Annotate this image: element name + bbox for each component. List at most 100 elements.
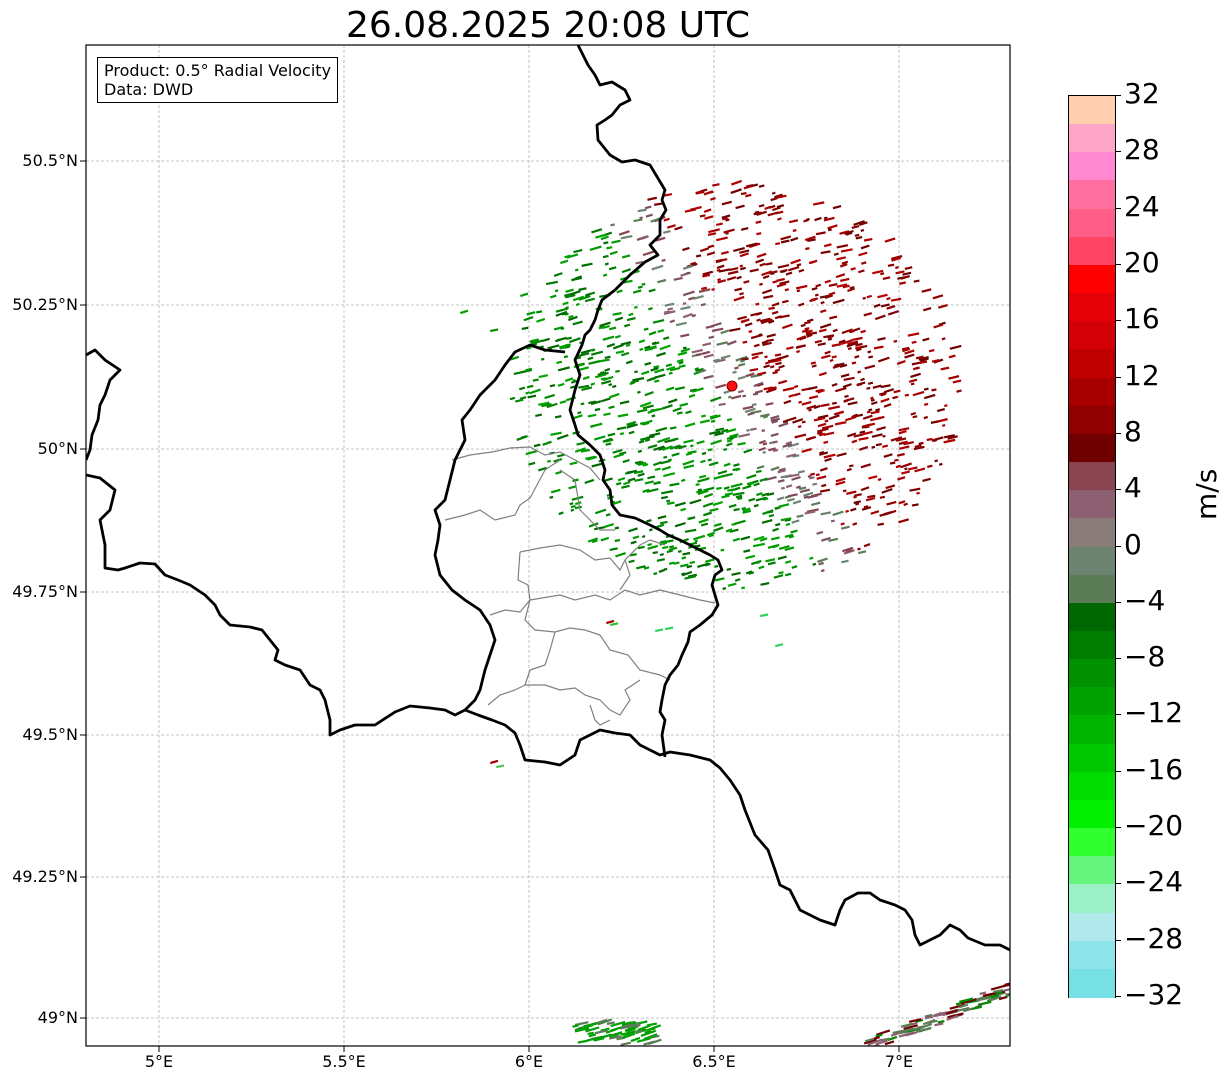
echo-cell: [872, 269, 884, 275]
echo-cell: [724, 492, 733, 496]
colorbar-tick: [1115, 263, 1121, 265]
echo-cell: [924, 402, 929, 406]
echo-cell: [580, 349, 591, 355]
echo-cell: [860, 329, 867, 334]
echo-cell: [779, 545, 790, 551]
colorbar-segment: [1069, 208, 1115, 238]
echo-cell: [828, 405, 841, 410]
colorbar-tick: [1115, 432, 1121, 434]
echo-cell: [803, 495, 810, 499]
echo-cell: [635, 1029, 643, 1034]
colorbar-segment: [1069, 236, 1115, 266]
echo-cell: [732, 370, 737, 374]
echo-cell: [956, 389, 962, 393]
echo-cell: [866, 386, 871, 390]
echo-cell: [590, 382, 596, 386]
echo-cell: [943, 434, 955, 439]
echo-cell: [866, 294, 873, 299]
echo-cell: [709, 430, 721, 435]
echo-cell: [699, 474, 707, 479]
echo-cell: [887, 310, 900, 316]
echo-cell: [774, 193, 783, 199]
echo-cell: [739, 264, 744, 268]
echo-cell: [836, 283, 848, 288]
echo-cell: [621, 1021, 632, 1027]
echo-cell: [820, 569, 825, 573]
echo-cell: [945, 1008, 960, 1015]
echo-cell: [840, 248, 853, 253]
echo-cell: [667, 307, 674, 311]
echo-cell: [712, 501, 724, 507]
echo-cell: [759, 477, 768, 482]
echo-cell: [952, 379, 962, 384]
echo-cell: [764, 476, 777, 482]
echo-cell: [718, 268, 731, 273]
echo-cell: [641, 370, 650, 376]
echo-cell: [756, 210, 767, 216]
echo-cell: [793, 392, 801, 397]
echo-cell: [565, 336, 572, 341]
echo-cell: [840, 373, 850, 378]
echo-cell: [796, 263, 802, 267]
echo-cell: [979, 991, 987, 996]
echo-cell: [875, 1039, 888, 1046]
echo-cell: [656, 351, 667, 357]
echo-cell: [847, 287, 855, 293]
echo-cell: [707, 244, 715, 249]
colorbar-segment: [1069, 856, 1115, 885]
echo-cell: [847, 347, 852, 351]
colorbar-tick: [1115, 827, 1121, 829]
colorbar-tick: [1115, 489, 1121, 491]
echo-cell: [737, 375, 746, 380]
echo-cell: [956, 1012, 964, 1017]
echo-cell: [658, 568, 665, 573]
colorbar-tick: [1115, 207, 1121, 209]
echo-cell: [687, 450, 697, 455]
echo-cell: [637, 449, 642, 453]
echo-cell: [771, 306, 776, 310]
echo-cell: [646, 1024, 661, 1032]
echo-cell: [831, 343, 842, 347]
echo-cell: [753, 535, 765, 542]
echo-cell: [791, 519, 800, 524]
echo-cell: [663, 472, 676, 478]
echo-cell: [554, 289, 559, 293]
echo-cell: [525, 449, 538, 456]
echo-cell: [903, 440, 915, 446]
map-title: 26.08.2025 20:08 UTC: [345, 5, 751, 46]
echo-cell: [814, 339, 823, 344]
echo-cell: [680, 347, 691, 353]
echo-cell: [873, 1036, 880, 1040]
echo-cell: [682, 551, 691, 556]
echo-cell: [932, 294, 944, 300]
echo-cell: [717, 279, 727, 284]
echo-cell: [782, 386, 795, 392]
echo-cell: [910, 372, 921, 379]
colorbar-segment: [1069, 659, 1115, 688]
echo-cell: [688, 393, 696, 398]
echo-cell: [591, 539, 598, 544]
echo-cell: [946, 1014, 959, 1021]
echo-cell: [749, 427, 757, 431]
echo-cell: [827, 228, 832, 232]
echo-cell: [544, 393, 555, 400]
colorbar-tick: [1115, 996, 1121, 997]
echo-cell: [675, 321, 687, 327]
echo-cell: [779, 280, 790, 285]
echo-cell: [608, 383, 613, 387]
echo-cell: [871, 445, 876, 449]
echo-cell: [792, 229, 797, 232]
echo-cell: [648, 306, 653, 311]
echo-cell: [977, 1000, 992, 1006]
echo-cell: [846, 467, 852, 472]
echo-cell: [779, 314, 790, 319]
colorbar-tick-label: 28: [1124, 133, 1160, 167]
echo-cell: [680, 563, 689, 568]
echo-cell: [716, 236, 728, 242]
colorbar-tick-label: 4: [1124, 471, 1142, 505]
echo-cell: [620, 1030, 636, 1036]
echo-cell: [536, 310, 543, 314]
echo-cell: [643, 327, 649, 331]
echo-cell: [800, 323, 806, 328]
colorbar-segment: [1069, 321, 1115, 350]
